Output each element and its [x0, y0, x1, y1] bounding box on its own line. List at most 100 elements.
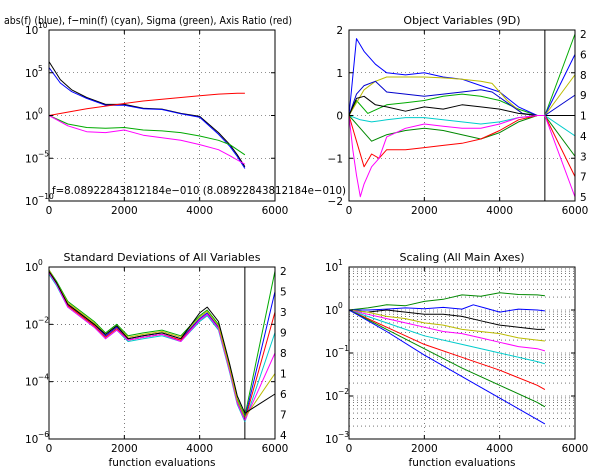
- series-line-3: [348, 309, 545, 330]
- series-line-5: [348, 309, 546, 352]
- x-tick-label: 0: [346, 205, 353, 217]
- x-tick-label: 0: [46, 205, 53, 217]
- series-line-3: [48, 92, 245, 116]
- y-tick-label-exponent: 0: [38, 107, 43, 116]
- fan-line-4: [544, 94, 576, 116]
- y-tick-label-exponent: −6: [38, 430, 49, 439]
- series-line-6: [48, 269, 246, 418]
- variable-index-label: 2: [580, 29, 587, 41]
- x-tick-label: 2000: [111, 205, 138, 217]
- y-tick-label-base: 10: [325, 262, 338, 274]
- fan-line-7: [544, 115, 576, 157]
- y-tick-label: 2: [336, 25, 343, 37]
- series-line-7: [48, 271, 246, 414]
- y-tick-label-base: 10: [25, 68, 38, 80]
- y-tick-label-exponent: −1: [338, 344, 349, 353]
- y-tick-label-exponent: 0: [38, 258, 43, 267]
- chart-title: Object Variables (9D): [403, 14, 520, 27]
- y-tick-label-exponent: −3: [338, 430, 349, 439]
- series-line-8: [348, 309, 546, 408]
- y-tick-label: 1: [336, 68, 343, 80]
- x-tick-label: 2000: [411, 205, 438, 217]
- fan-line-9: [544, 115, 576, 198]
- x-tick-label: 4000: [186, 205, 213, 217]
- series-line-2: [348, 38, 545, 116]
- fan-line-1: [244, 270, 276, 417]
- series-line-4: [48, 115, 246, 156]
- chart-title: Standard Deviations of All Variables: [64, 251, 261, 264]
- grid: [49, 267, 275, 439]
- fan-line-4: [244, 332, 276, 422]
- variable-index-label: 1: [280, 369, 287, 381]
- x-tick-label: 6000: [562, 205, 589, 217]
- fan-line-8: [544, 115, 576, 177]
- x-axis-label: function evaluations: [109, 457, 216, 469]
- y-tick-label-base: 10: [25, 262, 38, 274]
- grid: [49, 30, 275, 201]
- variable-index-label: 2: [280, 266, 287, 278]
- y-tick-label-base: 10: [325, 305, 338, 317]
- series-line-5: [48, 272, 246, 421]
- series-line-4: [348, 80, 545, 116]
- y-tick-label: 0: [336, 111, 343, 123]
- variable-index-label: 6: [580, 49, 587, 61]
- y-tick-label-base: 10: [25, 25, 38, 37]
- chart-title: Scaling (All Main Axes): [399, 251, 524, 264]
- variable-index-label: 3: [280, 307, 287, 319]
- y-tick-label-exponent: 10: [38, 21, 48, 30]
- variable-index-label: 7: [280, 410, 287, 422]
- series-line-1: [348, 292, 545, 311]
- series-line-4: [348, 309, 545, 342]
- y-tick-label-exponent: −5: [38, 149, 49, 158]
- series-line-3: [348, 76, 545, 116]
- best-f-annotation: f=8.08922843812184e−010 (8.0892284381218…: [52, 185, 346, 197]
- y-tick-label-exponent: −10: [38, 192, 54, 201]
- fan-line-7: [244, 393, 276, 414]
- axes-frame: [48, 266, 276, 440]
- variable-index-label: 4: [280, 430, 287, 442]
- variable-index-label: 9: [580, 90, 587, 102]
- variable-index-label: 6: [280, 389, 287, 401]
- variable-index-label: 3: [580, 151, 587, 163]
- y-tick-label-exponent: 0: [338, 301, 343, 310]
- x-tick-label: 4000: [186, 443, 213, 455]
- series-line-9: [348, 115, 545, 198]
- plot-area: [49, 267, 275, 439]
- series-line-9: [348, 309, 546, 425]
- variable-index-label: 4: [580, 131, 587, 143]
- variable-index-label: 1: [580, 111, 587, 123]
- series-line-7: [348, 309, 546, 391]
- series-line-7: [348, 115, 545, 142]
- y-tick-label-base: 10: [25, 434, 38, 446]
- fan-line-3: [244, 311, 276, 421]
- x-axis-label: function evaluations: [409, 457, 516, 469]
- fan-line-5: [244, 352, 276, 421]
- series-line-8: [348, 115, 545, 168]
- y-tick-label-exponent: 5: [38, 64, 43, 73]
- x-tick-label: 2000: [111, 443, 138, 455]
- x-tick-label: 6000: [262, 205, 289, 217]
- chart-title: abs(f) (blue), f−min(f) (cyan), Sigma (g…: [4, 14, 292, 27]
- series-line-5: [48, 115, 246, 165]
- y-tick-label-base: 10: [325, 434, 338, 446]
- fan-line-2: [244, 291, 276, 420]
- series-line-6: [348, 309, 546, 365]
- variable-index-label: 8: [280, 348, 287, 360]
- x-tick-label: 6000: [262, 443, 289, 455]
- x-tick-label: 6000: [562, 443, 589, 455]
- y-tick-label-base: 10: [325, 391, 338, 403]
- y-tick-label-base: 10: [25, 196, 38, 208]
- y-tick-label-exponent: −4: [38, 373, 49, 382]
- series-line-1: [348, 93, 545, 116]
- variable-index-label: 5: [280, 287, 287, 299]
- x-tick-label: 4000: [486, 443, 513, 455]
- y-tick-label-exponent: −2: [38, 315, 49, 324]
- fan-line-6: [544, 115, 576, 137]
- y-tick-label-base: 10: [25, 111, 38, 123]
- x-tick-label: 4000: [486, 205, 513, 217]
- variable-index-label: 7: [580, 172, 587, 184]
